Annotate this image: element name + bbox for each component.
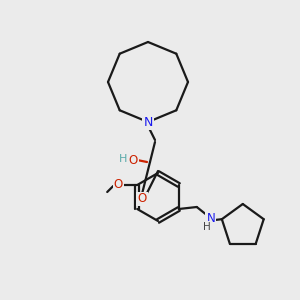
Text: O: O xyxy=(114,178,123,191)
Text: H: H xyxy=(119,154,127,164)
Text: N: N xyxy=(143,116,153,128)
Text: O: O xyxy=(128,154,138,166)
Text: O: O xyxy=(137,193,147,206)
Text: N: N xyxy=(206,212,215,226)
Text: H: H xyxy=(203,222,211,232)
